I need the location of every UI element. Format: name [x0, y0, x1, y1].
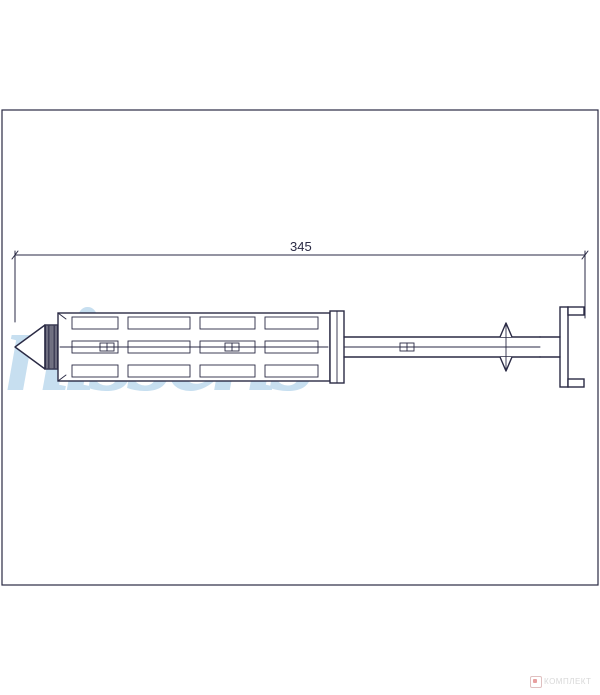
drawing-canvas: nissens 345 КОМПЛЕКТ: [0, 0, 600, 695]
brand-logo: КОМПЛЕКТ: [530, 676, 591, 688]
brand-icon: [530, 676, 542, 688]
brand-text: КОМПЛЕКТ: [544, 677, 591, 686]
dimension-value: 345: [286, 239, 316, 254]
technical-drawing: [0, 0, 600, 695]
